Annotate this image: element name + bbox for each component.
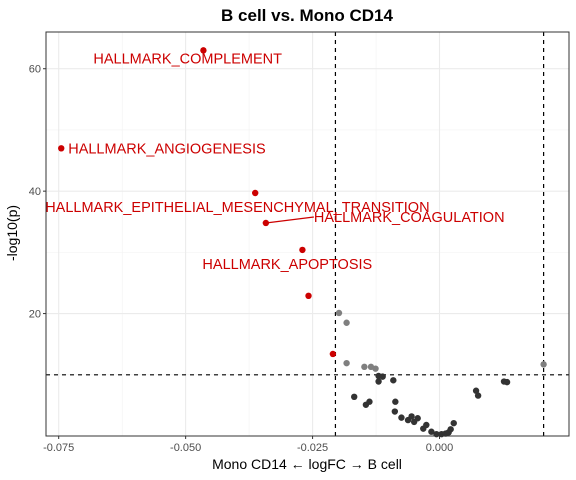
data-point [351,393,358,401]
data-point [423,421,430,429]
data-point [200,47,207,54]
data-point [390,377,397,384]
data-point [361,363,368,371]
data-point [343,319,350,326]
data-point [450,419,457,427]
data-point [472,387,480,394]
point-label: HALLMARK_COAGULATION [314,210,505,226]
point-labels: HALLMARK_COMPLEMENT HALLMARK_ANGIOGENESIS… [45,51,504,273]
data-point [391,408,399,415]
y-tick-label: 60 [29,64,41,76]
point-label: HALLMARK_EPITHELIAL_MESENCHYMAL_TRANSITI… [45,200,429,216]
data-point [379,373,386,380]
data-point [414,415,421,422]
y-axis-title: -log10(p) [4,205,20,261]
data-point [540,361,547,368]
data-point [252,189,259,197]
data-point [305,292,312,300]
data-point [392,398,399,405]
x-axis-title: Mono CD14 ← logFC → B cell [212,456,402,472]
grid-lines [46,32,569,436]
y-tick-label: 40 [29,186,41,198]
data-point [58,145,65,152]
x-tick-label: -0.050 [170,442,201,454]
data-point [366,398,373,405]
data-point [343,359,350,367]
label-leader-lines [265,216,314,224]
point-label: HALLMARK_APOPTOSIS [202,257,372,273]
chart-title: B cell vs. Mono CD14 [221,6,393,25]
point-label: HALLMARK_ANGIOGENESIS [68,141,265,157]
data-point [503,378,511,386]
axis-ticks: -0.075 -0.050 -0.025 0.000 20 40 60 [29,64,454,454]
threshold-lines [46,32,569,436]
data-point [474,392,482,399]
panel-border [45,31,570,437]
data-point [408,413,415,420]
label-leader-line [265,216,314,224]
data-point [329,350,337,358]
data-points [58,47,547,438]
x-tick-label: -0.025 [297,442,328,454]
data-point [447,426,454,433]
y-tick-label: 20 [29,309,41,321]
data-point [262,219,270,227]
data-point [372,365,379,372]
data-point [428,428,435,435]
data-point [335,309,343,317]
point-label: HALLMARK_COMPLEMENT [93,51,282,67]
x-tick-label: 0.000 [426,442,454,454]
x-tick-label: -0.075 [43,442,74,454]
data-point [398,414,405,421]
data-point [375,378,382,385]
data-point [299,246,306,254]
